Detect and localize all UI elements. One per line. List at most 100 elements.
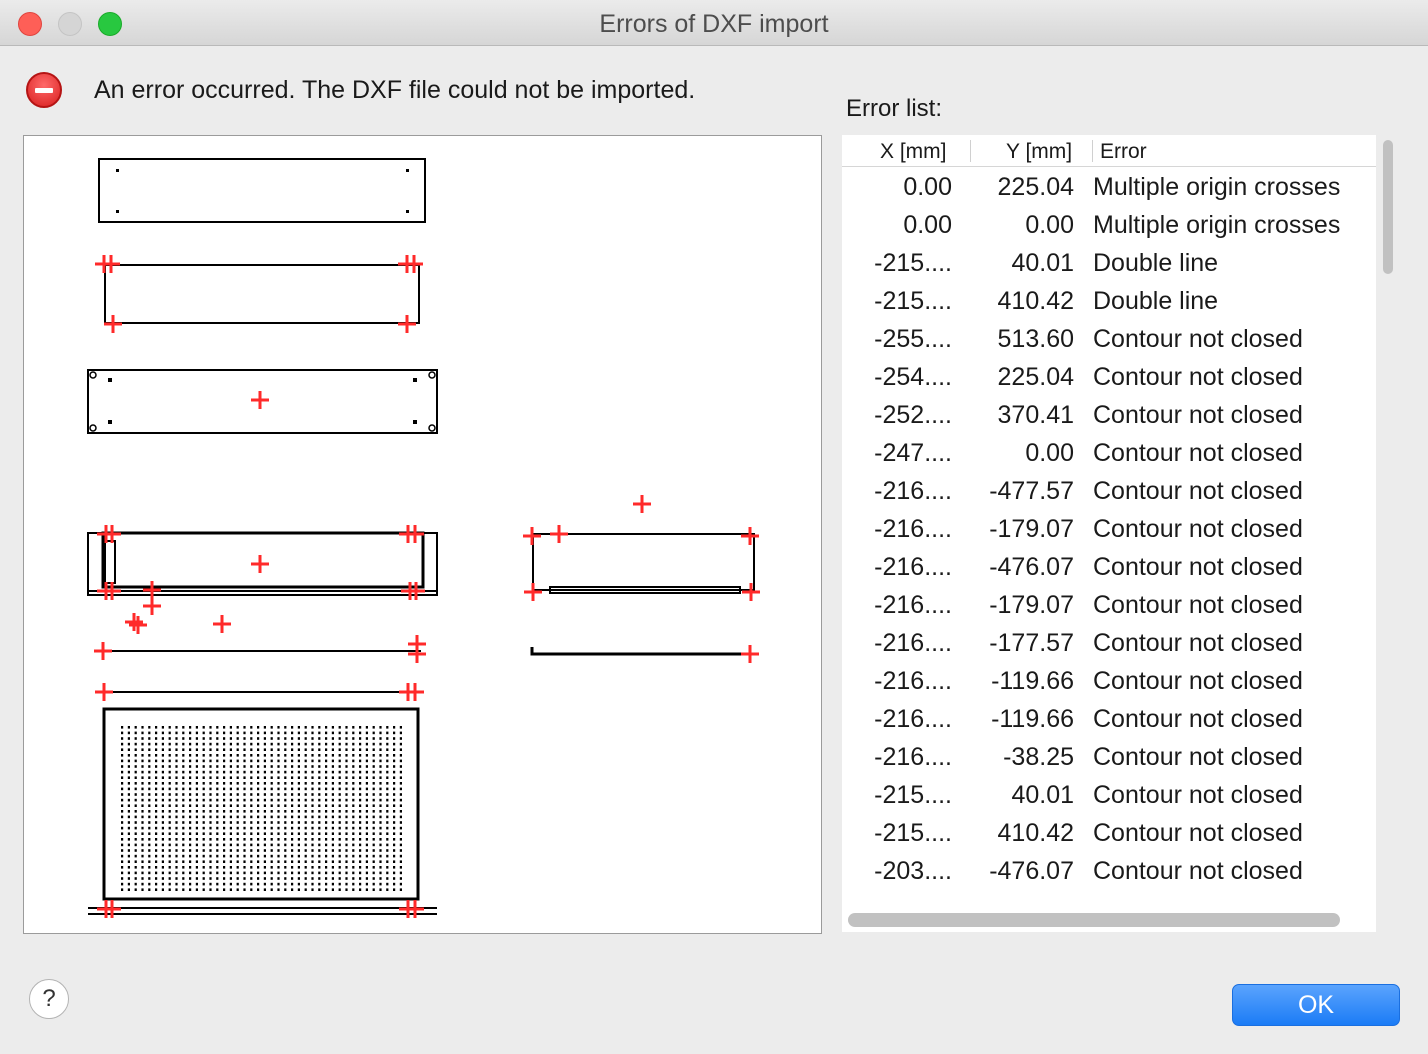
perforation-hole <box>365 815 368 819</box>
table-row[interactable]: -216.... -179.07 Contour not closed <box>842 510 1376 548</box>
perforation-hole <box>236 765 239 768</box>
perforation-hole <box>270 843 273 847</box>
column-header-y[interactable]: Y [mm] <box>1006 140 1073 163</box>
horizontal-scroll-thumb[interactable] <box>848 913 1340 927</box>
perforation-hole <box>202 787 205 791</box>
close-window-button[interactable] <box>18 12 42 36</box>
table-row[interactable]: -216.... -477.57 Contour not closed <box>842 472 1376 510</box>
error-marker[interactable] <box>741 645 759 663</box>
ok-button[interactable]: OK <box>1232 984 1400 1026</box>
cell-y: -179.07 <box>989 515 1074 543</box>
error-marker[interactable] <box>143 581 161 599</box>
table-row[interactable]: -215.... 410.42 Contour not closed <box>842 814 1376 852</box>
perforation-hole <box>399 726 402 729</box>
vertical-scrollbar[interactable] <box>1377 138 1399 928</box>
perforation-hole <box>359 787 362 791</box>
table-row[interactable]: 0.00 0.00 Multiple origin crosses <box>842 206 1376 244</box>
perforation-hole <box>236 748 239 751</box>
perforation-hole <box>148 838 151 841</box>
perforation-hole <box>127 821 130 824</box>
help-button[interactable]: ? <box>29 979 69 1019</box>
error-marker[interactable] <box>406 900 424 918</box>
perforation-hole <box>175 776 178 779</box>
perforation-hole <box>338 810 341 813</box>
perforation-hole <box>359 882 362 886</box>
table-row[interactable]: -215.... 410.42 Double line <box>842 282 1376 320</box>
table-row[interactable]: -216.... -119.66 Contour not closed <box>842 662 1376 700</box>
table-row[interactable]: -216.... -38.25 Contour not closed <box>842 738 1376 776</box>
perforation-hole <box>175 832 178 835</box>
error-marker[interactable] <box>213 615 231 633</box>
minimize-window-button[interactable] <box>58 12 82 36</box>
perforation-hole <box>168 742 171 746</box>
error-marker[interactable] <box>398 315 416 333</box>
perforation-hole <box>325 787 328 791</box>
table-row[interactable]: -216.... -179.07 Contour not closed <box>842 586 1376 624</box>
error-marker[interactable] <box>550 525 568 543</box>
perforation-hole <box>134 759 137 763</box>
error-table[interactable]: X [mm] Y [mm] Error 0.00 225.04 Multiple o… <box>842 135 1376 932</box>
perforation-hole <box>182 826 185 830</box>
error-marker[interactable] <box>523 527 541 545</box>
perforation-hole <box>297 770 300 774</box>
error-marker[interactable] <box>129 616 147 634</box>
vertical-scroll-thumb[interactable] <box>1383 140 1393 274</box>
perforation-hole <box>399 815 402 819</box>
perforation-hole <box>270 798 273 802</box>
perforation-hole <box>236 782 239 785</box>
table-row[interactable]: -215.... 40.01 Double line <box>842 244 1376 282</box>
error-marker[interactable] <box>103 900 121 918</box>
error-marker[interactable] <box>741 527 759 545</box>
perforation-hole <box>134 882 137 886</box>
table-row[interactable]: -203.... -476.07 Contour not closed <box>842 852 1376 890</box>
perforation-hole <box>175 804 178 807</box>
error-marker[interactable] <box>742 583 760 601</box>
cell-y: -476.07 <box>989 857 1074 885</box>
perforation-hole <box>297 871 300 875</box>
zoom-window-button[interactable] <box>98 12 122 36</box>
error-marker[interactable] <box>102 255 120 273</box>
column-header-x[interactable]: X [mm] <box>880 140 947 163</box>
error-marker[interactable] <box>406 683 424 701</box>
error-marker[interactable] <box>103 582 121 600</box>
error-marker[interactable] <box>406 525 424 543</box>
error-marker[interactable] <box>407 582 425 600</box>
error-marker[interactable] <box>125 613 143 631</box>
column-header-error[interactable]: Error <box>1100 140 1147 163</box>
error-marker[interactable] <box>633 495 651 513</box>
error-marker[interactable] <box>251 555 269 573</box>
error-marker[interactable] <box>103 525 121 543</box>
error-marker[interactable] <box>104 315 122 333</box>
perforation-hole <box>175 866 178 869</box>
table-row[interactable]: -216.... -119.66 Contour not closed <box>842 700 1376 738</box>
perforation-hole <box>304 877 307 880</box>
error-marker[interactable] <box>251 391 269 409</box>
error-marker[interactable] <box>408 645 426 663</box>
table-row[interactable]: -247.... 0.00 Contour not closed <box>842 434 1376 472</box>
table-row[interactable]: -252.... 370.41 Contour not closed <box>842 396 1376 434</box>
perforation-hole <box>195 798 198 802</box>
table-row[interactable]: -215.... 40.01 Contour not closed <box>842 776 1376 814</box>
perforation-hole <box>121 871 124 875</box>
perforation-hole <box>209 838 212 841</box>
horizontal-scrollbar[interactable] <box>846 911 1372 929</box>
perforation-hole <box>338 843 341 847</box>
table-row[interactable]: -216.... -177.57 Contour not closed <box>842 624 1376 662</box>
error-marker[interactable] <box>405 255 423 273</box>
cell-y: -177.57 <box>989 629 1074 657</box>
perforation-hole <box>195 877 198 880</box>
error-marker[interactable] <box>524 583 542 601</box>
error-marker[interactable] <box>143 597 161 615</box>
perforation-hole <box>331 810 334 813</box>
dxf-preview[interactable] <box>23 135 822 934</box>
perforation-hole <box>325 798 328 802</box>
table-row[interactable]: -254.... 225.04 Contour not closed <box>842 358 1376 396</box>
error-marker[interactable] <box>94 642 112 660</box>
perforation-hole <box>359 815 362 819</box>
table-row[interactable]: -255.... 513.60 Contour not closed <box>842 320 1376 358</box>
table-row[interactable]: 0.00 225.04 Multiple origin crosses <box>842 168 1376 206</box>
cell-y: -38.25 <box>1003 743 1074 771</box>
table-row[interactable]: -216.... -476.07 Contour not closed <box>842 548 1376 586</box>
cell-error: Contour not closed <box>1093 819 1303 847</box>
error-marker[interactable] <box>95 683 113 701</box>
